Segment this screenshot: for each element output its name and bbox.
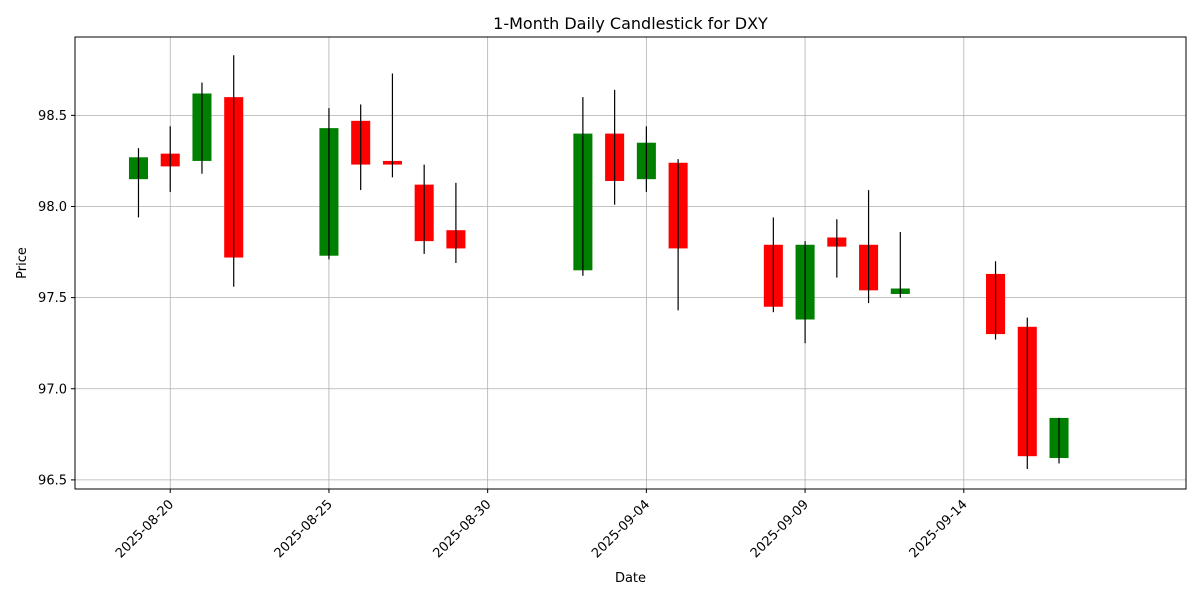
x-axis: 2025-08-20 2025-08-25 2025-08-30 2025-09-04… [113, 489, 971, 561]
candle [668, 159, 688, 311]
x-tick-label: 2025-08-25 [272, 497, 336, 561]
y-tick-label: 97.0 [38, 382, 67, 397]
candle [1017, 317, 1037, 469]
x-tick-label: 2025-08-30 [430, 497, 494, 561]
candle [859, 190, 879, 304]
candle [795, 241, 815, 344]
y-tick-label: 97.5 [38, 291, 67, 306]
candle [319, 108, 339, 260]
candle [573, 97, 593, 276]
candle [128, 148, 149, 218]
candle [986, 261, 1006, 340]
y-tick-label: 96.5 [38, 473, 67, 488]
candle [382, 73, 402, 178]
grid [75, 37, 1186, 489]
y-tick-label: 98.0 [38, 200, 67, 215]
y-axis: 96.5 97.0 97.5 98.0 98.5 [38, 109, 75, 488]
plot-area [74, 36, 1187, 490]
candle [192, 82, 212, 174]
candles [128, 55, 1069, 469]
candle [414, 164, 434, 254]
candle [224, 55, 244, 287]
x-tick-label: 2025-09-04 [589, 497, 653, 561]
chart-title: 1-Month Daily Candlestick for DXY [493, 14, 768, 33]
candle [1049, 417, 1069, 464]
y-tick-label: 98.5 [38, 109, 67, 124]
y-axis-label: Price [15, 247, 30, 279]
candle [636, 126, 656, 192]
x-axis-label: Date [615, 571, 646, 586]
x-tick-label: 2025-09-14 [907, 497, 971, 561]
candle [605, 89, 625, 205]
candle [160, 126, 180, 192]
candle [890, 232, 910, 298]
candle [827, 219, 847, 278]
x-tick-label: 2025-09-09 [748, 497, 812, 561]
candle [351, 104, 371, 191]
candle [446, 182, 466, 263]
candle [763, 217, 783, 313]
x-tick-label: 2025-08-20 [113, 497, 177, 561]
